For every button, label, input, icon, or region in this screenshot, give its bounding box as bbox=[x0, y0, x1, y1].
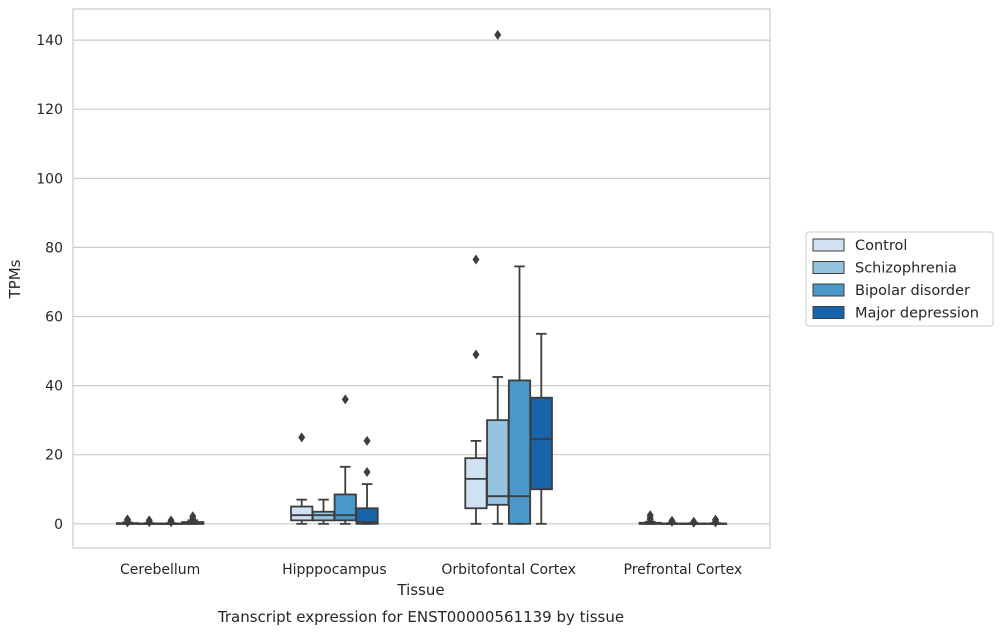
box bbox=[355, 507, 379, 525]
y-tick-label: 0 bbox=[54, 517, 63, 533]
plot-frame bbox=[72, 8, 771, 549]
legend-swatch bbox=[812, 306, 845, 319]
outlier-point bbox=[690, 516, 698, 527]
box-0-0 bbox=[115, 514, 140, 528]
outlier-point bbox=[189, 511, 197, 522]
box-3-3 bbox=[703, 514, 728, 528]
box-plot-marks bbox=[115, 29, 728, 528]
legend: Control Schizophrenia Bipolar disorder Majo… bbox=[805, 231, 994, 327]
legend-label: Bipolar disorder bbox=[855, 283, 970, 299]
chart-caption: Transcript expression for ENST0000056113… bbox=[217, 608, 624, 626]
box bbox=[464, 457, 488, 510]
y-tick-label: 80 bbox=[45, 240, 63, 256]
x-axis-title: Tissue bbox=[396, 581, 444, 599]
outlier-point bbox=[123, 514, 131, 525]
box-1-2 bbox=[333, 394, 357, 525]
box-1-3 bbox=[355, 435, 379, 525]
box-0-1 bbox=[137, 515, 161, 528]
x-tick-label: Prefrontal Cortex bbox=[624, 562, 743, 578]
box-0-3 bbox=[181, 511, 205, 525]
box bbox=[529, 396, 553, 491]
legend-swatch bbox=[812, 283, 845, 297]
y-axis-title: TPMs bbox=[6, 259, 24, 299]
outlier-point bbox=[363, 466, 371, 477]
box-2-3 bbox=[529, 332, 553, 525]
outlier-point bbox=[494, 29, 502, 40]
box-1-0 bbox=[290, 432, 314, 525]
outlier-point bbox=[363, 435, 371, 446]
x-axis-ticks: Cerebellum Hipppocampus Orbitofontal Corte… bbox=[120, 562, 742, 578]
box-3-0 bbox=[638, 510, 662, 525]
box-2-2 bbox=[507, 265, 532, 525]
y-tick-label: 100 bbox=[36, 171, 63, 187]
box bbox=[507, 379, 532, 525]
outlier-point bbox=[298, 432, 306, 443]
x-tick-label: Cerebellum bbox=[120, 562, 200, 578]
y-tick-label: 60 bbox=[45, 310, 63, 326]
outlier-point bbox=[167, 515, 175, 526]
outlier-point bbox=[668, 515, 676, 526]
box-3-2 bbox=[682, 516, 706, 528]
legend-swatch bbox=[812, 261, 845, 274]
box bbox=[486, 419, 510, 506]
outlier-point bbox=[646, 510, 654, 521]
x-tick-label: Hipppocampus bbox=[282, 562, 387, 578]
x-tick-label: Orbitofontal Cortex bbox=[441, 562, 576, 578]
legend-swatch bbox=[812, 238, 845, 252]
y-axis-ticks: 0 20 40 60 80 100 120 140 bbox=[36, 33, 63, 533]
legend-label: Major depression bbox=[855, 306, 979, 322]
outlier-point bbox=[472, 349, 480, 360]
legend-label: Control bbox=[855, 238, 907, 254]
y-tick-label: 140 bbox=[36, 33, 63, 49]
outlier-point bbox=[145, 515, 153, 526]
outlier-point bbox=[712, 514, 720, 525]
box bbox=[333, 493, 357, 522]
y-tick-label: 40 bbox=[45, 379, 63, 395]
box-3-1 bbox=[660, 515, 684, 527]
box bbox=[290, 505, 314, 522]
y-tick-label: 120 bbox=[36, 102, 63, 118]
outlier-point bbox=[472, 254, 480, 265]
box-2-1 bbox=[486, 29, 510, 525]
legend-label: Schizophrenia bbox=[855, 261, 957, 277]
outlier-point bbox=[341, 394, 349, 405]
y-tick-label: 20 bbox=[45, 448, 63, 464]
legend-frame bbox=[805, 231, 994, 327]
